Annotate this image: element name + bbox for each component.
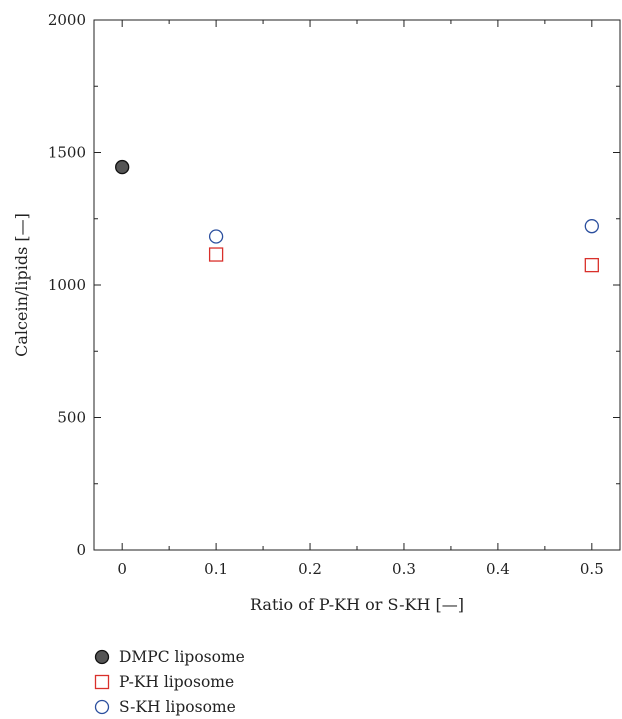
x-tick-label: 0 [117, 560, 127, 578]
legend-label: DMPC liposome [119, 647, 245, 666]
legend-marker-shape [94, 674, 110, 689]
legend-marker-shape [94, 649, 110, 664]
legend-marker-shape [94, 699, 110, 714]
axes [93, 19, 621, 551]
y-tick-label: 2000 [48, 11, 86, 29]
legend-item: P-KH liposome [94, 669, 245, 694]
legend: DMPC liposome P-KH liposome S-KH liposome [94, 644, 245, 719]
x-tick-label: 0.1 [204, 560, 228, 578]
tick-labels: 0 0.1 0.2 0.3 0.4 0.5 0 500 1000 1500 2000 [48, 11, 604, 578]
data-point [584, 219, 599, 234]
data-points [115, 159, 599, 273]
x-tick-label: 0.2 [298, 560, 322, 578]
y-tick-label: 0 [76, 541, 86, 559]
legend-marker [94, 674, 110, 689]
data-point [208, 229, 224, 244]
x-tick-label: 0.3 [392, 560, 416, 578]
y-axis-label: Calcein/lipids [—] [12, 213, 31, 357]
y-tick-label: 1000 [48, 276, 86, 294]
x-axis-label: Ratio of P-KH or S-KH [—] [250, 595, 464, 614]
x-tick-label: 0.5 [580, 560, 604, 578]
legend-label: S-KH liposome [119, 697, 236, 716]
legend-marker [94, 699, 110, 714]
legend-marker [94, 649, 110, 664]
data-point [115, 159, 130, 175]
legend-label: P-KH liposome [119, 672, 235, 691]
x-tick-label: 0.4 [486, 560, 510, 578]
plot-frame [93, 19, 621, 551]
scatter-chart: 0 0.1 0.2 0.3 0.4 0.5 0 500 1000 1500 2000 Ratio o… [12, 11, 621, 614]
legend-item: S-KH liposome [94, 694, 245, 719]
y-tick-label: 1500 [48, 144, 86, 162]
y-tick-label: 500 [57, 409, 86, 427]
data-point [584, 257, 599, 273]
legend-item: DMPC liposome [94, 644, 245, 669]
data-point [208, 247, 224, 262]
ticks [94, 19, 620, 551]
